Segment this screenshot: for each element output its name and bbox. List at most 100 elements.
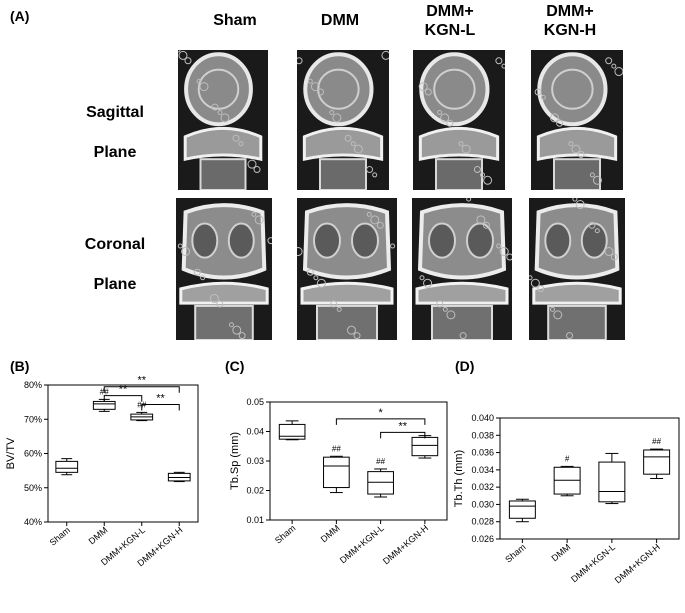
column-header-sham: Sham <box>213 12 257 29</box>
iqr-box <box>55 460 79 473</box>
y-tick-label: 0.02 <box>246 486 264 496</box>
iqr-box <box>643 449 671 475</box>
y-tick-label: 0.032 <box>471 482 494 492</box>
significance-mark: # <box>565 454 570 463</box>
ct-image-sagittal-kgn-l <box>413 50 505 190</box>
row-label-coronal: Coronal Plane <box>84 236 146 293</box>
bone-texture <box>534 52 623 190</box>
bracket-line <box>103 395 143 402</box>
panel-b-label: (B) <box>10 358 30 374</box>
bone-texture <box>297 50 389 190</box>
panel-d-label: (D) <box>455 358 475 374</box>
significance-bracket: ** <box>103 384 143 402</box>
y-tick-label: 80% <box>24 380 42 390</box>
y-axis-label: Tb.Sp (mm) <box>229 432 241 490</box>
ct-image-coronal-kgn-l <box>412 198 512 340</box>
column-header-dmm-kgn-l: DMM+ KGN-L <box>424 3 476 39</box>
bracket-line <box>103 386 180 393</box>
x-tick-label: Sham <box>273 523 297 546</box>
box-dmm-kgn-l <box>367 468 394 498</box>
iqr-box <box>323 456 350 489</box>
y-tick-label: 0.05 <box>246 397 264 407</box>
significance-mark: ## <box>376 457 385 466</box>
bracket-label: ** <box>119 384 128 396</box>
ct-image-sagittal-dmm <box>297 50 389 190</box>
significance-mark: ## <box>652 437 661 446</box>
x-tick-label: DMM+KGN-L <box>338 523 386 566</box>
y-tick-label: 0.03 <box>246 456 264 466</box>
bone-texture <box>297 203 396 340</box>
ct-image-coronal-dmm <box>297 198 397 340</box>
y-tick-label: 40% <box>24 517 42 527</box>
significance-bracket: ** <box>141 393 180 411</box>
x-tick-label: Sham <box>48 525 72 548</box>
significance-bracket: * <box>335 407 426 425</box>
box-dmm <box>323 455 350 494</box>
y-tick-label: 0.038 <box>471 430 494 440</box>
box-dmm <box>553 465 581 497</box>
box-dmm-kgn-h <box>167 471 191 483</box>
y-axis-label: Tb.Th (mm) <box>453 450 465 507</box>
iqr-box <box>278 423 306 440</box>
y-axis-label: BV/TV <box>5 437 17 469</box>
row-label-sagittal: Sagittal Plane <box>86 104 144 161</box>
column-header-dmm-kgn-h: DMM+ KGN-H <box>543 3 597 39</box>
box-dmm-kgn-h <box>411 435 439 459</box>
box-dmm-kgn-h <box>643 448 671 479</box>
y-tick-label: 0.028 <box>471 517 494 527</box>
iqr-box <box>92 400 116 410</box>
ct-image-sagittal-sham <box>178 50 268 190</box>
significance-mark: ## <box>332 444 341 453</box>
x-tick-label: DMM <box>87 525 110 546</box>
ct-image-coronal-kgn-h <box>529 198 625 340</box>
plot-frame <box>47 384 199 523</box>
bracket-label: ** <box>398 420 407 432</box>
x-tick-label: Sham <box>503 542 527 565</box>
x-tick-label: DMM <box>550 542 573 563</box>
y-tick-label: 50% <box>24 483 42 493</box>
iqr-box <box>411 436 439 457</box>
y-tick-label: 0.036 <box>471 448 494 458</box>
significance-bracket: ** <box>380 420 426 439</box>
column-header-dmm: DMM <box>320 12 360 29</box>
box-dmm-kgn-l <box>598 452 626 505</box>
y-tick-label: 0.01 <box>246 515 264 525</box>
box-sham <box>508 498 536 523</box>
y-tick-label: 60% <box>24 449 42 459</box>
box-dmm-kgn-l <box>130 411 154 422</box>
bone-texture <box>529 198 622 340</box>
x-tick-label: DMM+KGN-H <box>381 523 430 566</box>
significance-bracket: ** <box>103 375 180 393</box>
bracket-label: ** <box>156 393 165 405</box>
bracket-label: * <box>378 407 383 419</box>
y-tick-label: 0.034 <box>471 465 494 475</box>
y-tick-label: 0.040 <box>471 413 494 423</box>
ct-image-sagittal-kgn-h <box>531 50 623 190</box>
bone-texture <box>178 50 263 190</box>
y-tick-label: 0.04 <box>246 427 264 437</box>
y-tick-label: 70% <box>24 414 42 424</box>
plot-frame <box>269 401 448 521</box>
x-tick-label: DMM <box>319 523 342 544</box>
ct-image-coronal-sham <box>176 198 272 340</box>
iqr-box <box>367 471 394 495</box>
y-tick-label: 0.026 <box>471 534 494 544</box>
x-tick-label: DMM+KGN-L <box>569 542 617 585</box>
bone-texture <box>177 203 272 340</box>
iqr-box <box>598 461 626 503</box>
chart-tb-sp: 0.01 0.02 0.03 0.04 0.05 Tb.Sp (mm) Sham DMM ## D… <box>229 397 448 566</box>
panel-a-label: (A) <box>10 8 30 24</box>
x-tick-label: DMM+KGN-H <box>613 542 662 585</box>
bracket-label: ** <box>137 375 146 387</box>
plot-frame <box>499 417 680 540</box>
panel-c-label: (C) <box>225 358 245 374</box>
box-sham <box>278 420 306 441</box>
box-sham <box>55 458 79 476</box>
y-tick-label: 0.030 <box>471 499 494 509</box>
bracket-line <box>335 418 426 425</box>
bracket-line <box>380 431 426 439</box>
bone-texture <box>418 52 505 190</box>
bracket-line <box>141 404 180 411</box>
